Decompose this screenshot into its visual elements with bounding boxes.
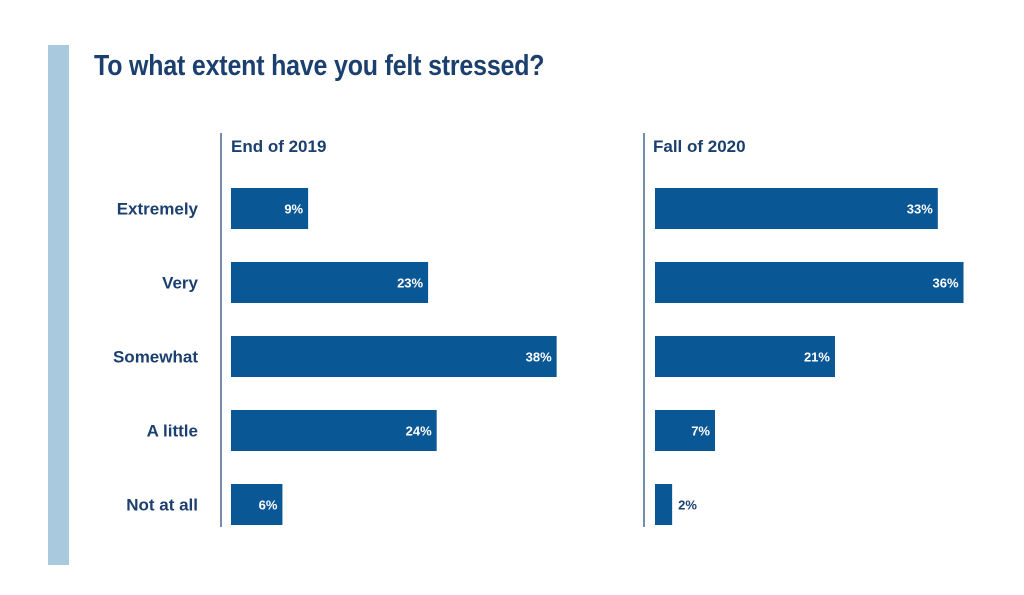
bar — [231, 262, 429, 303]
data-label: 2% — [678, 498, 697, 513]
data-label: 36% — [932, 276, 958, 291]
bar — [655, 336, 835, 377]
category-label: Somewhat — [113, 348, 198, 367]
panel-label: End of 2019 — [231, 137, 326, 156]
data-label: 23% — [397, 276, 423, 291]
bar — [231, 336, 557, 377]
bar — [655, 484, 673, 525]
category-label: Very — [162, 274, 198, 293]
bar — [655, 262, 964, 303]
chart-title: To what extent have you felt stressed? — [94, 50, 545, 82]
bar — [655, 410, 715, 451]
data-label: 24% — [406, 424, 432, 439]
bar — [655, 188, 938, 229]
bar — [231, 484, 283, 525]
data-label: 9% — [284, 202, 303, 217]
data-label: 21% — [804, 350, 830, 365]
category-label: A little — [147, 422, 198, 441]
panel-label: Fall of 2020 — [653, 137, 746, 156]
decorative-side-stripe — [48, 45, 69, 565]
category-label: Not at all — [126, 496, 198, 515]
bar — [231, 410, 437, 451]
data-label: 38% — [526, 350, 552, 365]
category-label: Extremely — [117, 200, 199, 219]
bar — [231, 188, 309, 229]
data-label: 33% — [907, 202, 933, 217]
data-label: 6% — [259, 498, 278, 513]
data-label: 7% — [691, 424, 710, 439]
